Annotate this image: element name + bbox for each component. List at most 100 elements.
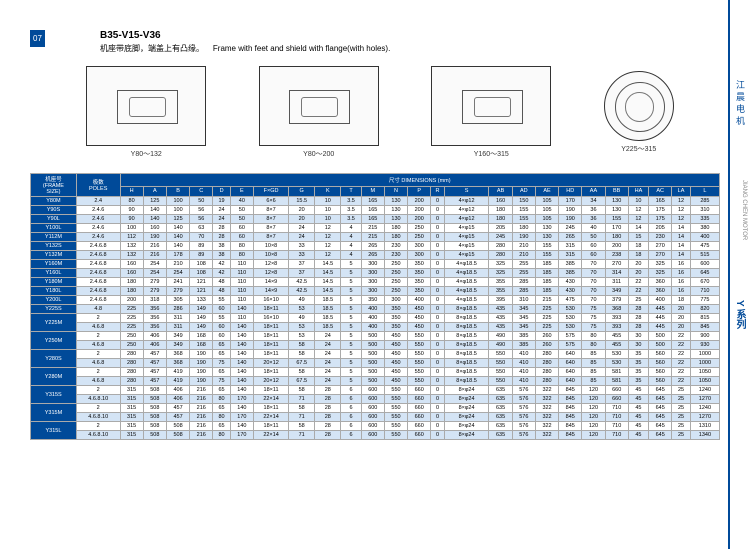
cell: 575 xyxy=(559,332,582,341)
cell: 12×8 xyxy=(253,260,288,269)
cell-poles: 4.6.8.10 xyxy=(76,395,120,404)
cell: 36 xyxy=(582,206,605,215)
cell: 33 xyxy=(289,251,315,260)
cell: 406 xyxy=(166,386,189,395)
cell: 70 xyxy=(582,296,605,305)
cell: 216 xyxy=(190,413,213,422)
cell: 30 xyxy=(628,332,648,341)
cell: 576 xyxy=(512,395,535,404)
cell: 110 xyxy=(230,260,253,269)
cell: 42.5 xyxy=(289,278,315,287)
cell: 550 xyxy=(384,404,407,413)
cell: 89 xyxy=(190,251,213,260)
cell: 1270 xyxy=(690,413,719,422)
cell: 600 xyxy=(361,413,384,422)
cell: 53 xyxy=(289,323,315,332)
cell: 5 xyxy=(341,359,361,368)
cell: 18×11 xyxy=(253,332,288,341)
cell: 180 xyxy=(384,224,407,233)
cell: 48 xyxy=(213,287,230,296)
cell-poles: 2.4.6.8 xyxy=(76,287,120,296)
cell: 1270 xyxy=(690,395,719,404)
cell: 190 xyxy=(190,359,213,368)
table-row: Y100L2.4.61001601406328608×7241242151802… xyxy=(31,224,720,233)
col-HD: HD xyxy=(559,186,582,196)
cell: 190 xyxy=(190,368,213,377)
cell: 180 xyxy=(120,278,143,287)
cell: 345 xyxy=(512,305,535,314)
cell-frame: Y225S xyxy=(31,305,77,314)
cell: 450 xyxy=(384,350,407,359)
cell: 385 xyxy=(559,260,582,269)
cell: 645 xyxy=(649,413,672,422)
cell: 635 xyxy=(489,422,512,431)
cell: 0 xyxy=(431,215,444,224)
cell: 410 xyxy=(512,377,535,386)
cell: 930 xyxy=(690,341,719,350)
cell: 4×φ18.5 xyxy=(444,278,489,287)
cell: 550 xyxy=(489,377,512,386)
cell: 660 xyxy=(408,422,431,431)
cell: 160 xyxy=(143,224,166,233)
cell: 215 xyxy=(361,224,384,233)
cell: 0 xyxy=(431,341,444,350)
cell: 300 xyxy=(361,269,384,278)
cell-poles: 2 xyxy=(76,422,120,431)
cell: 70 xyxy=(582,260,605,269)
cell: 108 xyxy=(190,260,213,269)
cell-frame: Y200L xyxy=(31,296,77,305)
cell: 4×φ15 xyxy=(444,224,489,233)
cell: 140 xyxy=(230,386,253,395)
cell: 1050 xyxy=(690,368,719,377)
cell-poles: 2 xyxy=(76,314,120,323)
cell: 140 xyxy=(143,215,166,224)
col-A: A xyxy=(143,186,166,196)
cell: 140 xyxy=(230,332,253,341)
cell: 279 xyxy=(143,278,166,287)
col-M: M xyxy=(361,186,384,196)
cell: 508 xyxy=(166,422,189,431)
cell: 60 xyxy=(582,242,605,251)
col-P: P xyxy=(408,186,431,196)
cell: 406 xyxy=(143,341,166,350)
cell: 285 xyxy=(690,197,719,206)
cell: 155 xyxy=(512,206,535,215)
table-row: Y90S2.4.6901401005624508×720103.51651302… xyxy=(31,206,720,215)
cell: 406 xyxy=(166,395,189,404)
col-H: H xyxy=(120,186,143,196)
cell: 550 xyxy=(384,422,407,431)
cell: 24 xyxy=(315,377,341,386)
cell: 130 xyxy=(384,197,407,206)
cell: 165 xyxy=(649,197,672,206)
cell: 845 xyxy=(559,404,582,413)
cell: 0 xyxy=(431,368,444,377)
cell: 500 xyxy=(649,332,672,341)
cell-frame: Y160M xyxy=(31,260,77,269)
cell: 130 xyxy=(605,197,628,206)
cell: 845 xyxy=(559,422,582,431)
cell: 645 xyxy=(649,404,672,413)
cell: 560 xyxy=(649,368,672,377)
cell-poles: 2.4.6 xyxy=(76,224,120,233)
cell: 16 xyxy=(672,260,691,269)
cell: 508 xyxy=(166,431,189,440)
cell: 0 xyxy=(431,422,444,431)
cell: 0 xyxy=(431,323,444,332)
cell: 280 xyxy=(535,377,558,386)
cell: 710 xyxy=(605,413,628,422)
cell: 410 xyxy=(512,350,535,359)
cell: 28 xyxy=(628,314,648,323)
cell: 581 xyxy=(605,368,628,377)
cell: 20 xyxy=(672,305,691,314)
cell: 40 xyxy=(582,224,605,233)
cell: 10×8 xyxy=(253,242,288,251)
cell: 25 xyxy=(672,395,691,404)
side-brand-en: JIANG CHEN MOTOR xyxy=(741,180,747,240)
cell: 75 xyxy=(582,305,605,314)
cell: 170 xyxy=(230,395,253,404)
cell: 345 xyxy=(512,323,535,332)
cell: 315 xyxy=(120,431,143,440)
cell: 200 xyxy=(120,296,143,305)
cell: 16 xyxy=(672,287,691,296)
cell: 60 xyxy=(582,251,605,260)
